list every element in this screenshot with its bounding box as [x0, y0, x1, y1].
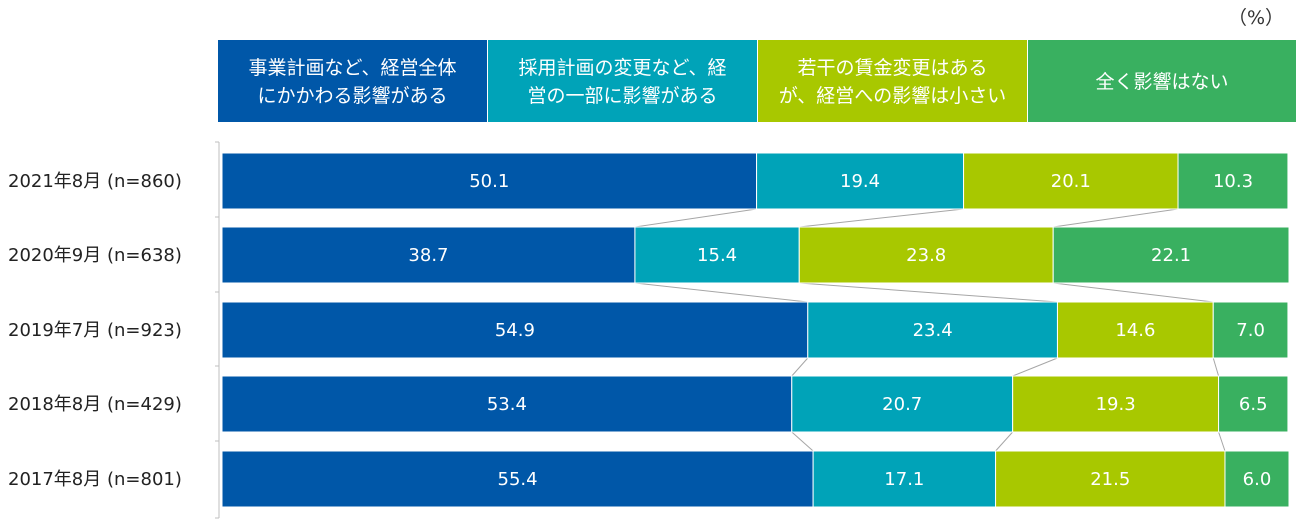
legend-label: が、経営への影響は小さい [779, 85, 1007, 107]
category-label: 2018年8月 (n=429) [8, 394, 182, 415]
bar-segment [1218, 375, 1289, 433]
data-label: 23.8 [906, 245, 946, 266]
bar-segment [1012, 375, 1220, 433]
connector-line [1218, 431, 1226, 452]
data-label: 15.4 [697, 245, 737, 266]
data-label: 17.1 [884, 469, 924, 490]
legend-swatch [218, 40, 487, 122]
bar-row: 55.4 17.1 21.5 6.0 [221, 450, 1290, 508]
bar-segment [995, 450, 1226, 508]
legend-swatch [1028, 40, 1296, 122]
data-label: 50.1 [469, 171, 509, 192]
bar-segment [1052, 226, 1290, 284]
bar-segment [963, 152, 1179, 210]
bar-segment [812, 450, 997, 508]
connector-line [1212, 357, 1220, 377]
connector-line [995, 431, 1014, 452]
bar-row: 54.9 23.4 14.6 7.0 [221, 301, 1289, 359]
data-label: 20.7 [882, 394, 922, 415]
connector-line [634, 208, 757, 228]
category-label: 2020年9月 (n=638) [8, 245, 182, 266]
bar-segment [798, 226, 1054, 284]
bar-segment [807, 301, 1058, 359]
bar-segment [634, 226, 800, 284]
data-label: 14.6 [1115, 320, 1155, 341]
legend-label: にかかわる影響がある [257, 85, 447, 107]
data-label: 10.3 [1213, 171, 1253, 192]
bars: 50.1 19.4 20.1 10.3 38.7 15.4 23.8 22.1 54.9 23.4… [221, 152, 1290, 508]
row-labels: 2021年8月 (n=860) 2020年9月 (n=638) 2019年7月 (n… [8, 171, 182, 490]
legend-label: 全く影響はない [1095, 71, 1228, 93]
bar-segment [1224, 450, 1290, 508]
data-label: 53.4 [487, 394, 527, 415]
data-label: 38.7 [408, 245, 448, 266]
bar-segment [221, 226, 636, 284]
bar-segment [1056, 301, 1214, 359]
legend: 事業計画など、経営全体にかかわる影響がある採用計画の変更など、経営の一部に影響が… [218, 40, 1296, 122]
data-label: 19.4 [840, 171, 880, 192]
connector-line [1012, 357, 1058, 377]
legend-label: 採用計画の変更など、経 [518, 57, 726, 79]
data-label: 20.1 [1051, 171, 1091, 192]
connector-line [799, 282, 1058, 303]
data-label: 54.9 [495, 320, 535, 341]
connector-lines [215, 141, 1226, 519]
category-label: 2019年7月 (n=923) [8, 320, 182, 341]
category-label: 2021年8月 (n=860) [8, 171, 182, 192]
bar-segment [221, 375, 793, 433]
legend-label: 事業計画など、経営全体 [248, 57, 456, 79]
legend-swatch [488, 40, 757, 122]
connector-line [1053, 208, 1179, 228]
bar-segment [221, 152, 758, 210]
data-label: 21.5 [1090, 469, 1130, 490]
legend-item: 全く影響はない [1028, 40, 1296, 122]
bar-row: 38.7 15.4 23.8 22.1 [221, 226, 1290, 284]
data-label: 23.4 [913, 320, 953, 341]
data-label: 7.0 [1236, 320, 1265, 341]
connector-line [1053, 282, 1214, 303]
data-label: 22.1 [1151, 245, 1191, 266]
legend-label: 若干の賃金変更はある [797, 57, 987, 79]
bar-row: 53.4 20.7 19.3 6.5 [221, 375, 1289, 433]
connector-line [791, 357, 809, 377]
bar-segment [1212, 301, 1289, 359]
data-label: 55.4 [498, 469, 538, 490]
connector-line [634, 282, 808, 303]
bar-segment [1177, 152, 1289, 210]
connector-line [791, 431, 814, 452]
connector-line [799, 208, 964, 228]
legend-label: 営の一部に影響がある [527, 85, 717, 107]
data-label: 6.5 [1239, 394, 1268, 415]
data-label: 6.0 [1243, 469, 1272, 490]
bar-segment [756, 152, 965, 210]
category-label: 2017年8月 (n=801) [8, 469, 182, 490]
data-label: 19.3 [1096, 394, 1136, 415]
legend-swatch [758, 40, 1027, 122]
bar-segment [791, 375, 1014, 433]
bar-row: 50.1 19.4 20.1 10.3 [221, 152, 1289, 210]
unit-label: （%） [1228, 7, 1284, 29]
